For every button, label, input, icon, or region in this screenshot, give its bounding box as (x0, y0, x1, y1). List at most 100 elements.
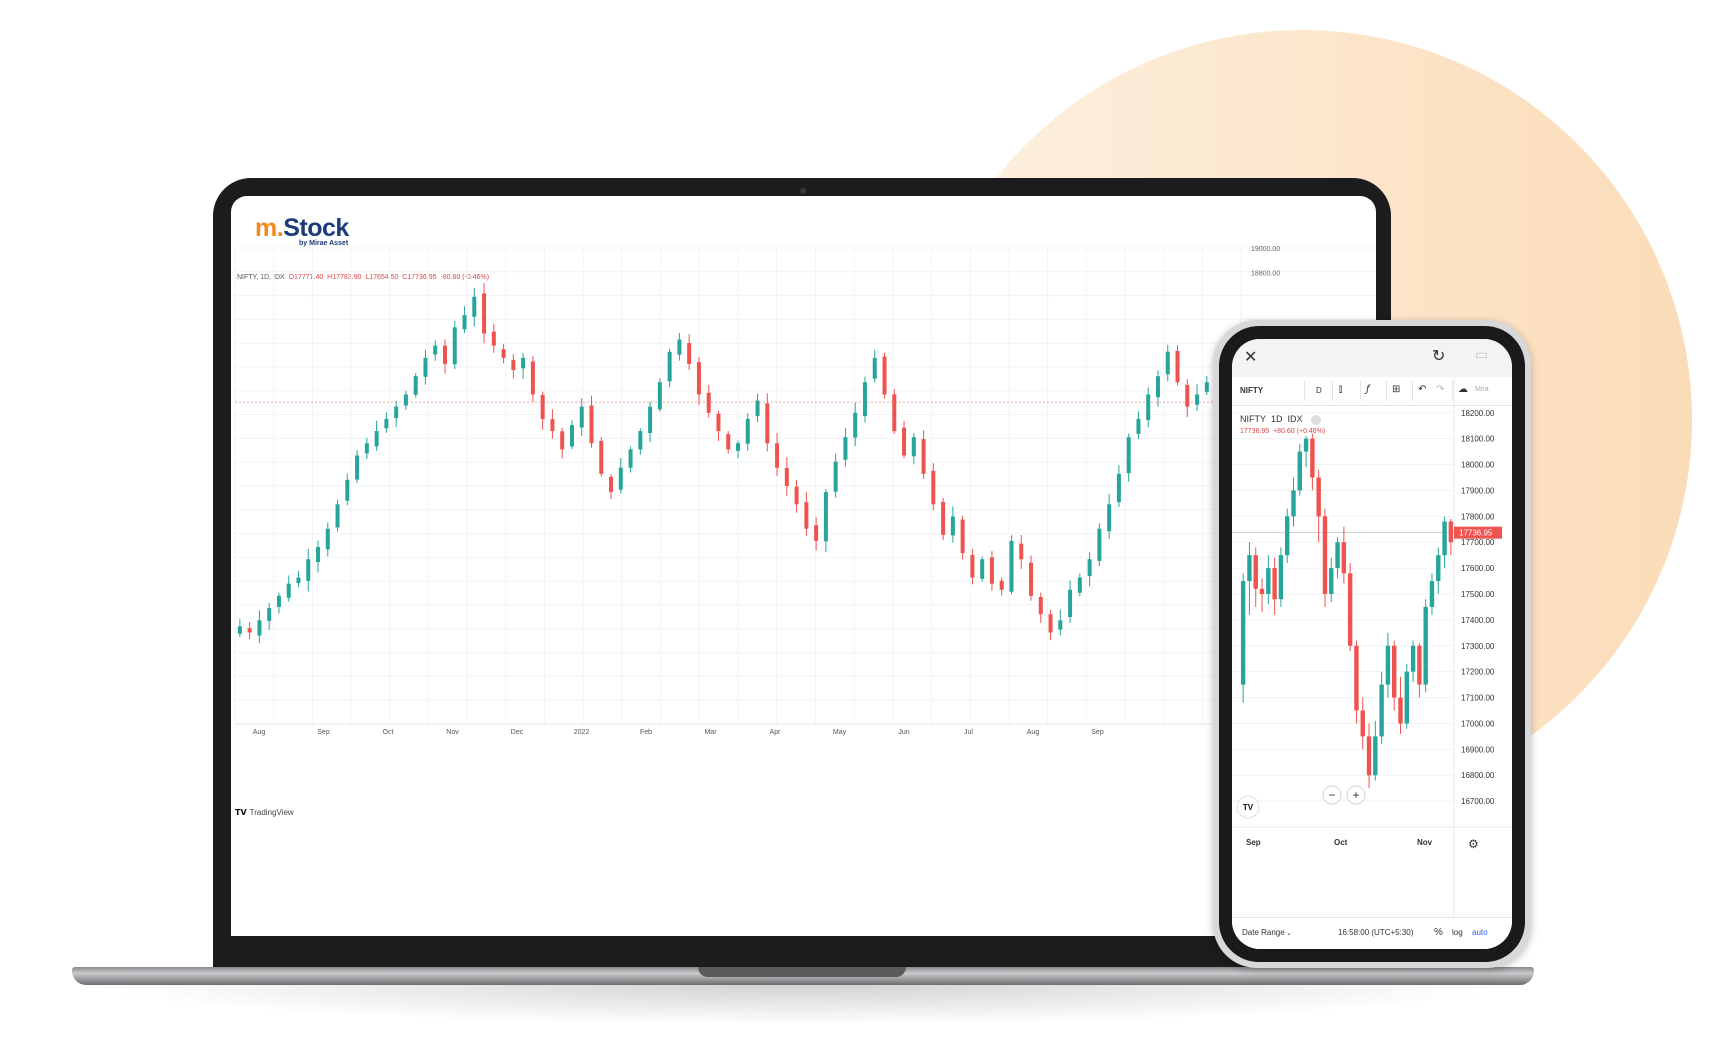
desktop-candlestick-chart[interactable]: 19000.00 18800.00 Aug Sep Oct Nov Dec 2022 Feb Ma… (231, 196, 1376, 936)
settings-gear-icon[interactable]: ⚙ (1468, 837, 1479, 851)
candle-body (501, 349, 506, 358)
legend-high: H17783.90 (327, 274, 362, 281)
candle-body (364, 443, 369, 454)
tradingview-attribution[interactable]: TV TradingView (235, 808, 294, 817)
candle-body (296, 577, 301, 584)
date-range-button[interactable]: Date Range (1242, 928, 1285, 937)
x-tick-label: May (833, 729, 847, 736)
candle-body (374, 431, 379, 447)
candle-body (1204, 382, 1209, 392)
candle-body (1285, 516, 1290, 556)
x-tick-label: Jul (964, 729, 973, 736)
tradingview-logo-button[interactable] (1236, 795, 1260, 819)
candle-body (1360, 710, 1365, 737)
percent-toggle[interactable]: % (1434, 927, 1443, 938)
candle-body (941, 501, 946, 535)
candle-body (1165, 351, 1170, 375)
candle-body (569, 424, 574, 447)
log-toggle[interactable]: log (1452, 928, 1463, 937)
candle-body (1019, 543, 1024, 560)
indicators-icon[interactable]: ƒ (1366, 384, 1370, 395)
y-tick-label: 18000.00 (1461, 461, 1495, 470)
candle-body (521, 357, 526, 369)
candle-body (657, 382, 662, 410)
mstock-logo: m.Stock by Mirae Asset (255, 214, 349, 247)
candle-body (540, 394, 545, 419)
candle-body (267, 608, 272, 621)
redo-icon[interactable]: ↷ (1436, 384, 1445, 395)
symbol-search[interactable]: NIFTY (1240, 386, 1264, 395)
candle-body (589, 405, 594, 444)
candle-body (911, 437, 916, 457)
x-tick-label: Nov (1417, 838, 1433, 847)
y-tick-label: 16700.00 (1461, 797, 1495, 806)
ohlc-legend: NIFTY, 1D, IDX O17771.40 H17783.90 L1765… (237, 274, 489, 281)
zoom-minus-icon: − (1328, 788, 1335, 802)
candle-body (257, 620, 262, 636)
candle-body (1341, 542, 1347, 574)
candle-body (403, 394, 408, 406)
y-tick-label: 17100.00 (1461, 694, 1495, 703)
candle-body (1068, 589, 1073, 617)
x-tick-label: Sep (1091, 729, 1104, 736)
candle-body (1354, 645, 1359, 711)
candle-body (931, 470, 936, 505)
candle-body (1195, 394, 1200, 405)
candle-body (247, 628, 252, 633)
candle-body (442, 345, 447, 364)
candles-icon[interactable]: ⫾ (1339, 384, 1343, 395)
candle-body (755, 400, 760, 416)
candle-body (804, 502, 809, 529)
candle-body (560, 431, 565, 450)
candle-body (999, 580, 1004, 590)
mobile-chart-toolbar: NIFTY D ⫾ ƒ ⊞ ↶ ↷ ☁ Mira (1232, 377, 1512, 406)
y-tick-label: 17400.00 (1461, 616, 1495, 625)
desktop-screen: m.Stock by Mirae Asset NIFTY, 1D, IDX O1… (231, 196, 1376, 936)
y-tick-label: 17200.00 (1461, 668, 1495, 677)
x-tick-label: Oct (383, 729, 394, 736)
zoom-plus-button[interactable] (1346, 785, 1366, 805)
candle-body (960, 519, 965, 554)
x-tick-label: Dec (511, 729, 524, 736)
candle-body (325, 528, 330, 550)
undo-icon[interactable]: ↶ (1418, 384, 1427, 395)
candle-body (843, 437, 848, 460)
x-tick-label: Aug (253, 729, 266, 736)
candle-body (1278, 555, 1284, 600)
candle-body (1392, 645, 1397, 698)
candle-body (384, 418, 389, 429)
candle-body (882, 356, 887, 395)
candle-body (599, 440, 604, 474)
candle-body (1259, 588, 1265, 594)
candle-body (286, 583, 291, 598)
candle-body (1097, 528, 1102, 561)
zoom-minus-button[interactable] (1322, 785, 1342, 805)
fullscreen-icon[interactable]: ▭ (1475, 347, 1489, 363)
candle-body (1436, 555, 1441, 582)
interval-button[interactable]: D (1316, 386, 1322, 395)
candle-body (638, 431, 643, 450)
candle-body (511, 359, 516, 371)
time-display: 16:58:00 (UTC+5:30) (1338, 928, 1414, 937)
candle-body (1410, 645, 1416, 672)
cloud-icon[interactable]: ☁ (1458, 384, 1468, 395)
candle-body (1185, 384, 1190, 407)
layouts-icon[interactable]: ⊞ (1392, 384, 1401, 395)
last-price-text: 17736.95 (1459, 529, 1493, 538)
mobile-candlestick-chart[interactable]: 18200.00 18100.00 18000.00 17900.00 17800.00… (1232, 339, 1512, 917)
auto-toggle[interactable]: auto (1472, 928, 1488, 937)
candle-body (716, 413, 721, 432)
refresh-icon[interactable]: ↻ (1432, 346, 1446, 365)
candle-body (1155, 376, 1160, 398)
candle-body (1029, 562, 1034, 596)
candle-body (1297, 451, 1302, 491)
y-tick-label: 17600.00 (1461, 564, 1495, 573)
candle-body (1077, 577, 1082, 593)
chevron-down-icon[interactable]: ⌄ (1286, 930, 1292, 937)
x-tick-label: Sep (317, 729, 330, 736)
candle-body (1146, 394, 1151, 421)
collapse-legend-icon[interactable] (1311, 414, 1322, 425)
close-icon[interactable]: ✕ (1244, 347, 1258, 366)
candle-body (1316, 477, 1321, 517)
candle-body (1335, 542, 1340, 569)
